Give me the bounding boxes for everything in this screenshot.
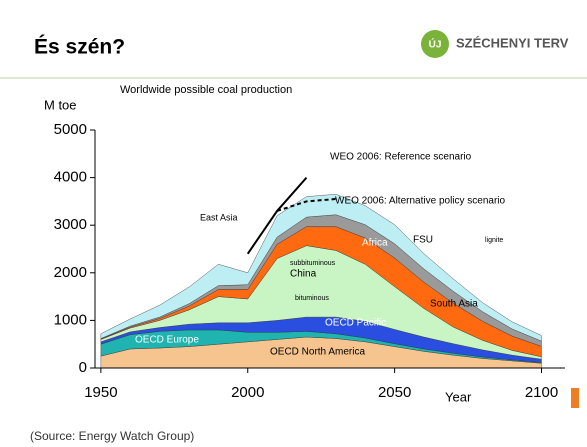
series-label: FSU: [413, 235, 433, 246]
y-tick-label: 3000: [54, 216, 87, 233]
series-label: China: [290, 269, 317, 280]
scenario-line: [276, 198, 336, 212]
series-label: OECD Pacific: [325, 318, 386, 329]
source: (Source: Energy Watch Group): [30, 429, 194, 443]
y-tick-label: 5000: [54, 121, 87, 138]
area: [100, 194, 542, 342]
series-label: OECD Europe: [135, 335, 199, 346]
region-label: East Asia: [200, 212, 238, 222]
y-tick-label: 1000: [54, 311, 87, 328]
series-label: South Asia: [430, 299, 478, 310]
slide-title: És szén?: [34, 36, 125, 59]
logo-text: SZÉCHENYI TERV: [456, 35, 569, 50]
region-label: subbituminous: [290, 260, 336, 267]
x-axis-label: Year: [445, 389, 472, 404]
chart-title: Worldwide possible coal production: [120, 84, 292, 96]
y-tick-label: 2000: [54, 264, 87, 281]
y-axis-label: M toe: [44, 97, 77, 112]
scenario-label: WEO 2006: Alternative policy scenario: [335, 196, 506, 207]
logo-circle: [421, 30, 449, 58]
x-tick-label: 2100: [525, 384, 558, 401]
y-tick-label: 4000: [54, 169, 87, 186]
chart: Worldwide possible coal production M toe Y…: [44, 84, 565, 404]
series-label: OECD North America: [270, 347, 365, 358]
region-label: lignite: [485, 237, 503, 244]
x-tick-label: 2050: [378, 384, 411, 401]
y-tick-label: 0: [79, 359, 87, 376]
deco: [571, 388, 579, 408]
series-label: Africa: [362, 238, 388, 249]
x-tick-label: 1950: [84, 384, 117, 401]
logo-badge: ÚJ: [429, 38, 442, 51]
x-tick-label: 2000: [231, 384, 264, 401]
scenario-label: WEO 2006: Reference scenario: [330, 152, 472, 163]
region-label: bituminous: [295, 295, 329, 302]
